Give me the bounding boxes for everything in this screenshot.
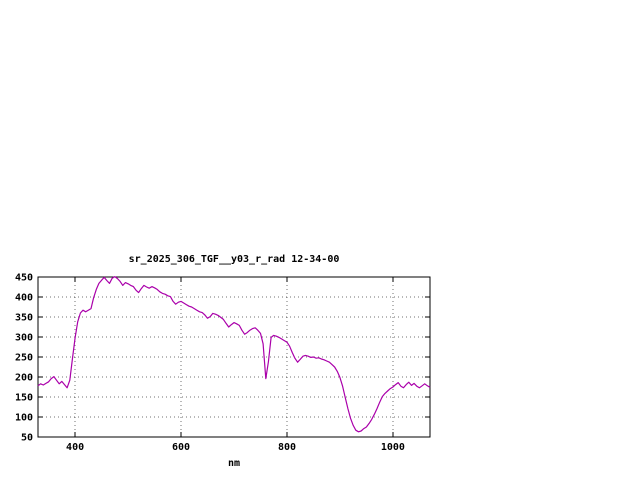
x-tick-label: 1000: [381, 442, 405, 453]
y-tick-label: 400: [15, 293, 33, 304]
y-tick-label: 250: [15, 353, 33, 364]
chart-title: sr_2025_306_TGF__y03_r_rad 12-34-00: [129, 254, 340, 265]
y-tick-label: 300: [15, 333, 33, 344]
y-tick-label: 100: [15, 413, 33, 424]
y-tick-label: 350: [15, 313, 33, 324]
x-tick-label: 400: [66, 442, 84, 453]
y-tick-label: 150: [15, 393, 33, 404]
y-tick-label: 450: [15, 273, 33, 284]
x-axis-label: nm: [228, 458, 240, 469]
x-tick-label: 800: [278, 442, 296, 453]
y-tick-label: 200: [15, 373, 33, 384]
x-tick-label: 600: [172, 442, 190, 453]
spectrum-data-line: [37, 276, 431, 433]
y-tick-label: 50: [21, 433, 33, 444]
